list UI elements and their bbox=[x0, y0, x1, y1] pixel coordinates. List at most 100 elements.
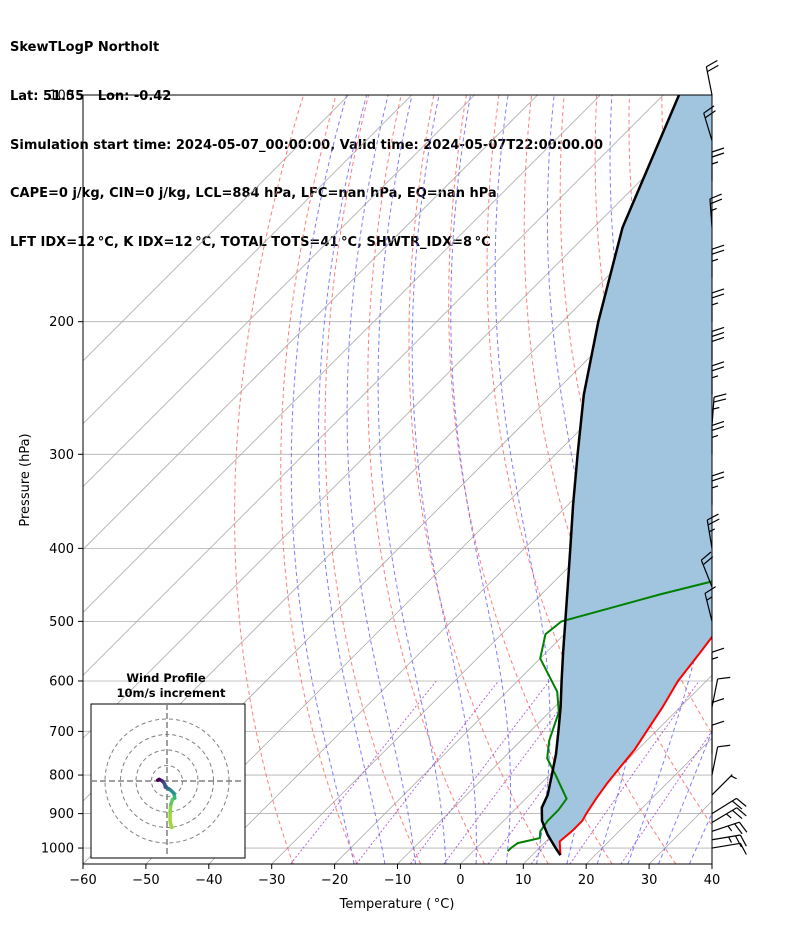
wind-barb-shaft bbox=[711, 842, 741, 849]
dry-adiabat-line bbox=[523, 95, 712, 827]
y-axis-label: Pressure (hPa) bbox=[18, 433, 33, 526]
moist-adiabat-line bbox=[450, 95, 511, 864]
moist-adiabat-line bbox=[317, 95, 386, 864]
wind-barb-shaft bbox=[711, 678, 719, 708]
isotherm-line bbox=[83, 95, 350, 362]
x-tick-label: −50 bbox=[132, 873, 159, 888]
x-tick-label: −60 bbox=[69, 873, 96, 888]
wind-barb-feather bbox=[711, 288, 725, 294]
hodograph-segment bbox=[155, 777, 161, 782]
mixing-ratio-line bbox=[443, 680, 582, 864]
wind-barb-half-feather bbox=[711, 656, 719, 660]
wind-barb-feather bbox=[703, 105, 715, 114]
x-tick-label: 30 bbox=[641, 873, 658, 888]
wind-barb-shaft bbox=[704, 593, 713, 622]
wind-barb bbox=[711, 420, 725, 455]
wind-barb bbox=[711, 842, 747, 855]
wind-barb-shaft bbox=[711, 821, 740, 832]
wind-barb-feather bbox=[711, 249, 725, 255]
dry-adiabat-line bbox=[324, 95, 422, 864]
wind-barb-feather bbox=[704, 110, 716, 119]
wind-barb-feather bbox=[709, 193, 722, 200]
station-title: SkewTLogP Northolt bbox=[10, 40, 160, 56]
y-tick-label: 300 bbox=[49, 448, 74, 463]
wind-barb-feather bbox=[710, 198, 723, 205]
wind-barb-half-feather bbox=[708, 528, 716, 533]
stability-indices: LFT IDX=12 °C, K IDX=12 °C, TOTAL TOTS=4… bbox=[10, 234, 491, 250]
wind-barb bbox=[711, 744, 731, 776]
wind-barb-feather bbox=[731, 800, 743, 810]
x-tick-label: −20 bbox=[321, 873, 348, 888]
isotherm-line bbox=[523, 674, 712, 864]
dry-adiabat-line bbox=[760, 95, 794, 864]
wind-barb-feather bbox=[711, 152, 725, 158]
wind-barb-feather bbox=[711, 425, 725, 432]
wind-barb bbox=[711, 797, 747, 815]
isotherm-line bbox=[83, 95, 412, 425]
isotherm-line bbox=[334, 486, 712, 864]
wind-barb bbox=[711, 821, 748, 835]
wind-barb-feather bbox=[711, 336, 725, 342]
wind-barb bbox=[711, 288, 725, 322]
mixing-ratio-line bbox=[569, 680, 700, 864]
y-tick-label: 400 bbox=[49, 542, 74, 557]
y-tick-label: 800 bbox=[49, 769, 74, 784]
wind-barb-half-feather bbox=[711, 434, 719, 439]
mixing-ratio-line bbox=[410, 680, 550, 864]
hodograph-title: Wind Profile bbox=[126, 671, 206, 685]
x-axis-label: Temperature ( °C) bbox=[339, 897, 455, 912]
wind-barb-feather bbox=[706, 59, 718, 68]
wind-barb-feather bbox=[739, 834, 747, 847]
wind-barb-feather bbox=[736, 807, 747, 817]
wind-barb bbox=[711, 807, 747, 824]
wind-barb-half-feather bbox=[726, 813, 732, 819]
y-tick-label: 1000 bbox=[41, 842, 74, 857]
wind-barb bbox=[711, 647, 725, 681]
wind-barb bbox=[711, 393, 727, 426]
mixing-ratio-line bbox=[620, 730, 712, 864]
wind-barb-half-feather bbox=[730, 775, 737, 780]
y-tick-label: 600 bbox=[49, 674, 74, 689]
wind-barb-feather bbox=[711, 647, 725, 653]
y-tick-label: 500 bbox=[49, 615, 74, 630]
wind-barb-feather bbox=[711, 698, 725, 704]
wind-barb bbox=[704, 586, 717, 622]
wind-barb-feather bbox=[707, 518, 720, 526]
x-tick-label: −10 bbox=[384, 873, 411, 888]
wind-barb-half-feather bbox=[711, 375, 719, 379]
wind-barb bbox=[711, 774, 737, 796]
x-tick-label: 40 bbox=[704, 873, 721, 888]
wind-barb-feather bbox=[702, 556, 714, 566]
x-tick-label: 20 bbox=[578, 873, 595, 888]
wind-barb-feather bbox=[738, 821, 748, 833]
wind-barb bbox=[711, 244, 725, 279]
wind-barb-feather bbox=[711, 244, 725, 250]
mixing-ratio-line bbox=[487, 680, 623, 864]
moist-adiabat-line bbox=[627, 95, 712, 864]
wind-barb-half-feather bbox=[710, 207, 717, 212]
moist-adiabat-line bbox=[377, 95, 447, 864]
sounding-lines bbox=[506, 95, 712, 856]
wind-barb bbox=[706, 513, 720, 549]
wind-barb-feather bbox=[711, 293, 725, 299]
parcel-profile-line bbox=[540, 95, 681, 856]
wind-barb-feather bbox=[711, 720, 725, 726]
cape-cin-summary: CAPE=0 j/kg, CIN=0 j/kg, LCL=884 hPa, LF… bbox=[10, 186, 497, 202]
wind-barb-feather bbox=[711, 420, 725, 427]
wind-barb-feather bbox=[707, 64, 719, 73]
wind-barb bbox=[711, 326, 725, 361]
wind-barb bbox=[703, 105, 716, 141]
isotherm-line bbox=[83, 108, 712, 739]
wind-barb-feather bbox=[711, 471, 725, 477]
wind-barb-shaft bbox=[711, 807, 738, 824]
wind-barb-feather bbox=[717, 676, 731, 680]
wind-barb bbox=[711, 698, 725, 732]
isotherm-line bbox=[145, 297, 712, 864]
wind-barb-feather bbox=[711, 331, 725, 337]
y-tick-label: 200 bbox=[49, 315, 74, 330]
dry-adiabat-line bbox=[367, 95, 485, 864]
dry-adiabat-line bbox=[448, 95, 613, 864]
x-tick-label: −40 bbox=[195, 873, 222, 888]
temperature-profile-line bbox=[558, 635, 712, 856]
